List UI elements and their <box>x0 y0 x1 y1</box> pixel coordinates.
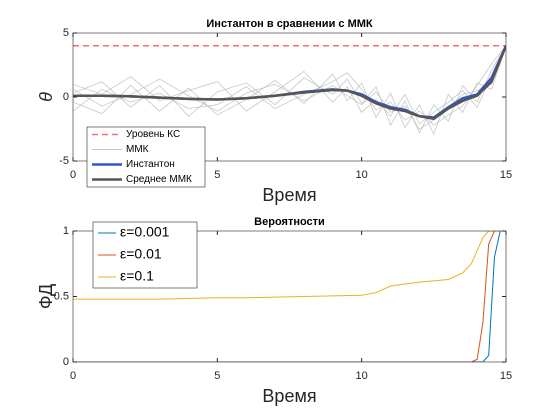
y-axis-label: θ <box>36 92 56 102</box>
x-tick-label: 15 <box>500 169 512 181</box>
x-axis-label: Время <box>262 185 316 205</box>
x-tick-label: 5 <box>214 169 220 181</box>
legend-label: ε=0.1 <box>120 268 154 284</box>
x-tick-label: 10 <box>356 169 368 181</box>
legend-label: Инстантон <box>126 159 175 170</box>
y-tick-label: -5 <box>59 155 69 167</box>
series-line <box>73 45 506 121</box>
x-tick-label: 0 <box>70 370 76 382</box>
chart-title: Инстантон в сравнении с ММК <box>206 18 373 30</box>
series-line <box>73 231 506 362</box>
x-tick-label: 10 <box>356 370 368 382</box>
y-tick-label: 1 <box>63 225 69 237</box>
y-axis-label: ФД <box>36 284 56 309</box>
y-tick-label: 0 <box>63 356 69 368</box>
plot-lines <box>73 231 506 362</box>
x-tick-label: 15 <box>500 370 512 382</box>
legend-label: ММК <box>126 144 149 155</box>
series-line <box>73 231 506 362</box>
y-tick-label: 0 <box>63 91 69 103</box>
x-tick-label: 0 <box>70 169 76 181</box>
series-line <box>73 45 506 125</box>
legend-label: Уровень КС <box>126 129 180 140</box>
series-line <box>73 45 506 126</box>
x-tick-label: 5 <box>214 370 220 382</box>
legend-label: ε=0.01 <box>120 246 162 262</box>
y-tick-label: 5 <box>63 27 69 39</box>
legend-label: ε=0.001 <box>120 224 170 240</box>
plot-lines <box>73 45 506 136</box>
x-axis-label: Время <box>262 386 316 406</box>
chart-title: Вероятности <box>254 216 325 228</box>
legend-label: Среднее ММК <box>126 174 192 185</box>
y-tick-label: 0.5 <box>54 290 69 302</box>
series-line <box>73 231 506 300</box>
legend-box <box>86 126 206 188</box>
